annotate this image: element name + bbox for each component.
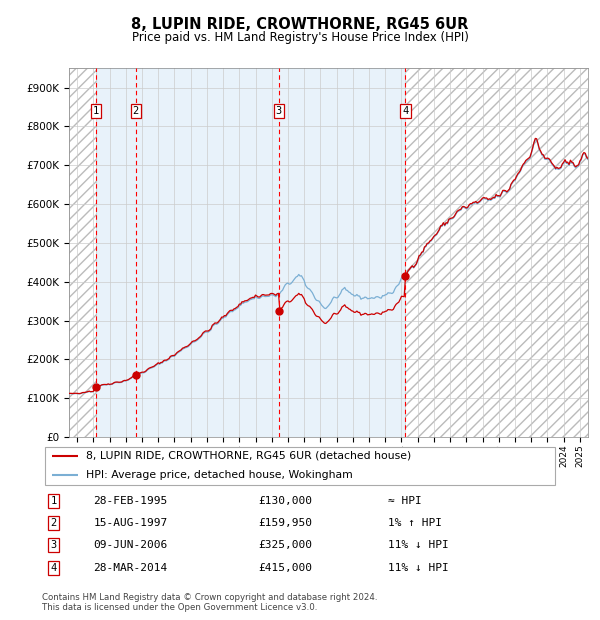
Text: 4: 4 <box>402 106 409 116</box>
Text: 11% ↓ HPI: 11% ↓ HPI <box>388 540 448 550</box>
Text: 1: 1 <box>93 106 99 116</box>
Text: Price paid vs. HM Land Registry's House Price Index (HPI): Price paid vs. HM Land Registry's House … <box>131 31 469 43</box>
Text: £325,000: £325,000 <box>259 540 313 550</box>
Text: 4: 4 <box>50 563 56 573</box>
Bar <box>96 68 406 437</box>
Bar <box>406 68 588 437</box>
Text: 1: 1 <box>50 496 56 506</box>
FancyBboxPatch shape <box>44 446 555 485</box>
Text: HPI: Average price, detached house, Wokingham: HPI: Average price, detached house, Woki… <box>86 471 353 480</box>
Text: Contains HM Land Registry data © Crown copyright and database right 2024.
This d: Contains HM Land Registry data © Crown c… <box>42 593 377 613</box>
Text: £130,000: £130,000 <box>259 496 313 506</box>
Text: 3: 3 <box>276 106 282 116</box>
Text: 2: 2 <box>50 518 56 528</box>
Text: 15-AUG-1997: 15-AUG-1997 <box>94 518 168 528</box>
Text: £159,950: £159,950 <box>259 518 313 528</box>
Text: 28-FEB-1995: 28-FEB-1995 <box>94 496 168 506</box>
Text: 09-JUN-2006: 09-JUN-2006 <box>94 540 168 550</box>
Text: 11% ↓ HPI: 11% ↓ HPI <box>388 563 448 573</box>
Text: 8, LUPIN RIDE, CROWTHORNE, RG45 6UR: 8, LUPIN RIDE, CROWTHORNE, RG45 6UR <box>131 17 469 32</box>
Bar <box>69 68 96 437</box>
Text: 3: 3 <box>50 540 56 550</box>
Text: 28-MAR-2014: 28-MAR-2014 <box>94 563 168 573</box>
Text: 1% ↑ HPI: 1% ↑ HPI <box>388 518 442 528</box>
Text: £415,000: £415,000 <box>259 563 313 573</box>
Text: 8, LUPIN RIDE, CROWTHORNE, RG45 6UR (detached house): 8, LUPIN RIDE, CROWTHORNE, RG45 6UR (det… <box>86 451 411 461</box>
Text: 2: 2 <box>133 106 139 116</box>
Text: ≈ HPI: ≈ HPI <box>388 496 421 506</box>
